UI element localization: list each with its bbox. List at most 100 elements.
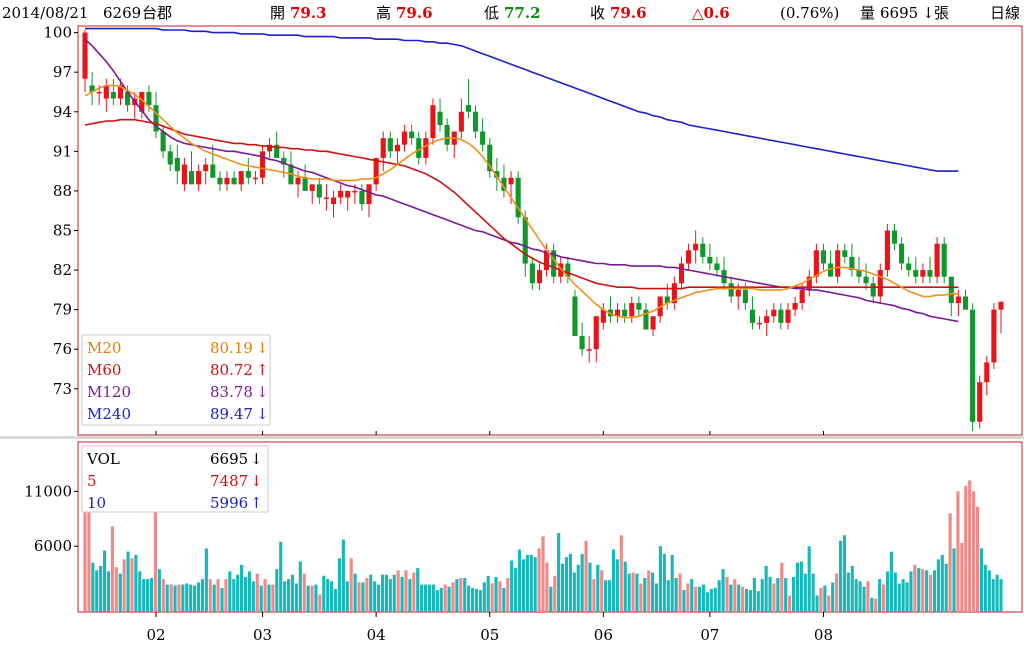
- volume-bar: [909, 571, 913, 612]
- legend-vol5-value: 7487: [210, 472, 248, 490]
- volume-bar: [525, 554, 529, 612]
- volume-bar: [153, 508, 158, 612]
- candle-body: [899, 243, 905, 264]
- volume-bar: [674, 578, 678, 612]
- volume-bar: [823, 585, 827, 612]
- volume-bar: [427, 584, 432, 612]
- candle-body: [749, 309, 756, 323]
- volume-bar: [803, 573, 807, 612]
- candle-body: [636, 303, 642, 310]
- candle-body: [174, 157, 180, 172]
- candle-body: [806, 276, 812, 290]
- candle-body: [373, 157, 379, 185]
- candle-body: [338, 190, 344, 198]
- panel-separator: [0, 436, 1024, 439]
- volume-bars: [83, 480, 1003, 612]
- volume-bar: [380, 574, 385, 612]
- volume-bar: [400, 576, 404, 612]
- volume-bar: [819, 587, 823, 612]
- volume-bar: [271, 584, 275, 612]
- candle-body: [629, 303, 635, 317]
- volume-bar: [510, 560, 514, 612]
- candle-body: [146, 91, 152, 106]
- candle-body: [877, 270, 883, 297]
- volume-bar: [600, 570, 604, 612]
- candle-body: [579, 336, 585, 350]
- legend-m60-name: M60: [87, 361, 121, 379]
- volume-bar: [662, 553, 666, 612]
- volume-bar: [764, 565, 768, 612]
- volume-bar: [885, 571, 890, 612]
- candle-body: [238, 171, 244, 185]
- price-legend: M20 80.19 ↓ M60 80.72 ↑ M120 83.78 ↓ M24…: [81, 334, 271, 426]
- volume-bar: [247, 571, 251, 612]
- volume-bar: [103, 550, 107, 612]
- volume-bar: [486, 575, 490, 612]
- volume-bar: [114, 567, 118, 612]
- month-label: 06: [594, 626, 613, 644]
- volume-bar: [87, 507, 91, 612]
- volume-bar: [584, 540, 588, 612]
- volume-bar: [893, 572, 897, 612]
- volume-bar: [431, 584, 435, 612]
- volume-bar: [165, 584, 169, 612]
- change-value: △0.6: [692, 4, 730, 22]
- volume-bar: [545, 562, 549, 612]
- volume-bar: [541, 536, 545, 612]
- candle-body: [991, 309, 997, 363]
- month-label: 04: [367, 626, 386, 644]
- candle-body: [359, 190, 365, 205]
- volume-bar: [654, 583, 659, 612]
- legend-m20-value: 80.19: [210, 339, 253, 357]
- candle-body: [515, 177, 521, 218]
- volume-axis: 11000 6000: [24, 482, 78, 555]
- candle-body: [423, 138, 429, 158]
- candle-body: [323, 197, 329, 200]
- legend-vol-value: 6695: [210, 450, 248, 468]
- volume-value: 6695: [880, 4, 919, 22]
- candle-body: [458, 111, 464, 132]
- volume-bar: [956, 491, 960, 612]
- candle-body: [970, 309, 976, 422]
- volume-bar: [768, 576, 772, 612]
- volume-bar: [549, 586, 553, 612]
- volume-legend-box: [81, 445, 269, 513]
- low-label: 低: [484, 4, 500, 22]
- volume-bar: [846, 572, 850, 612]
- candle-body: [529, 263, 535, 284]
- candle-body: [117, 85, 124, 99]
- volume-bar: [134, 554, 138, 612]
- volume-bar: [737, 584, 741, 612]
- candle-body: [650, 316, 656, 330]
- volume-bar: [423, 584, 428, 612]
- volume-bar: [412, 572, 416, 612]
- price-tick-label: 94: [53, 103, 72, 121]
- volume-bar: [451, 582, 455, 612]
- volume-bar: [302, 573, 306, 612]
- candle-body: [757, 322, 763, 325]
- volume-bar: [341, 539, 345, 612]
- volume-bar: [948, 513, 952, 612]
- volume-bar: [744, 588, 749, 612]
- volume-bar: [850, 565, 854, 612]
- candle-body: [948, 276, 954, 304]
- volume-bar: [788, 595, 792, 612]
- volume-bar: [404, 570, 408, 612]
- legend-vol10-arrow: ↑: [250, 494, 263, 512]
- volume-label: 量: [860, 4, 876, 22]
- volume-bar: [964, 485, 968, 612]
- price-tick-label: 73: [53, 380, 72, 398]
- volume-bar: [913, 564, 917, 612]
- legend-vol10-name: 10: [87, 494, 106, 512]
- volume-bar: [878, 579, 882, 612]
- volume-bar: [557, 533, 561, 612]
- candle-body: [309, 184, 315, 191]
- volume-bar: [283, 581, 287, 612]
- volume-bar: [189, 584, 193, 612]
- candle-body: [82, 32, 88, 79]
- volume-bar: [369, 574, 373, 612]
- volume-bar: [467, 585, 471, 612]
- volume-bar: [290, 574, 295, 612]
- volume-bar: [972, 491, 976, 612]
